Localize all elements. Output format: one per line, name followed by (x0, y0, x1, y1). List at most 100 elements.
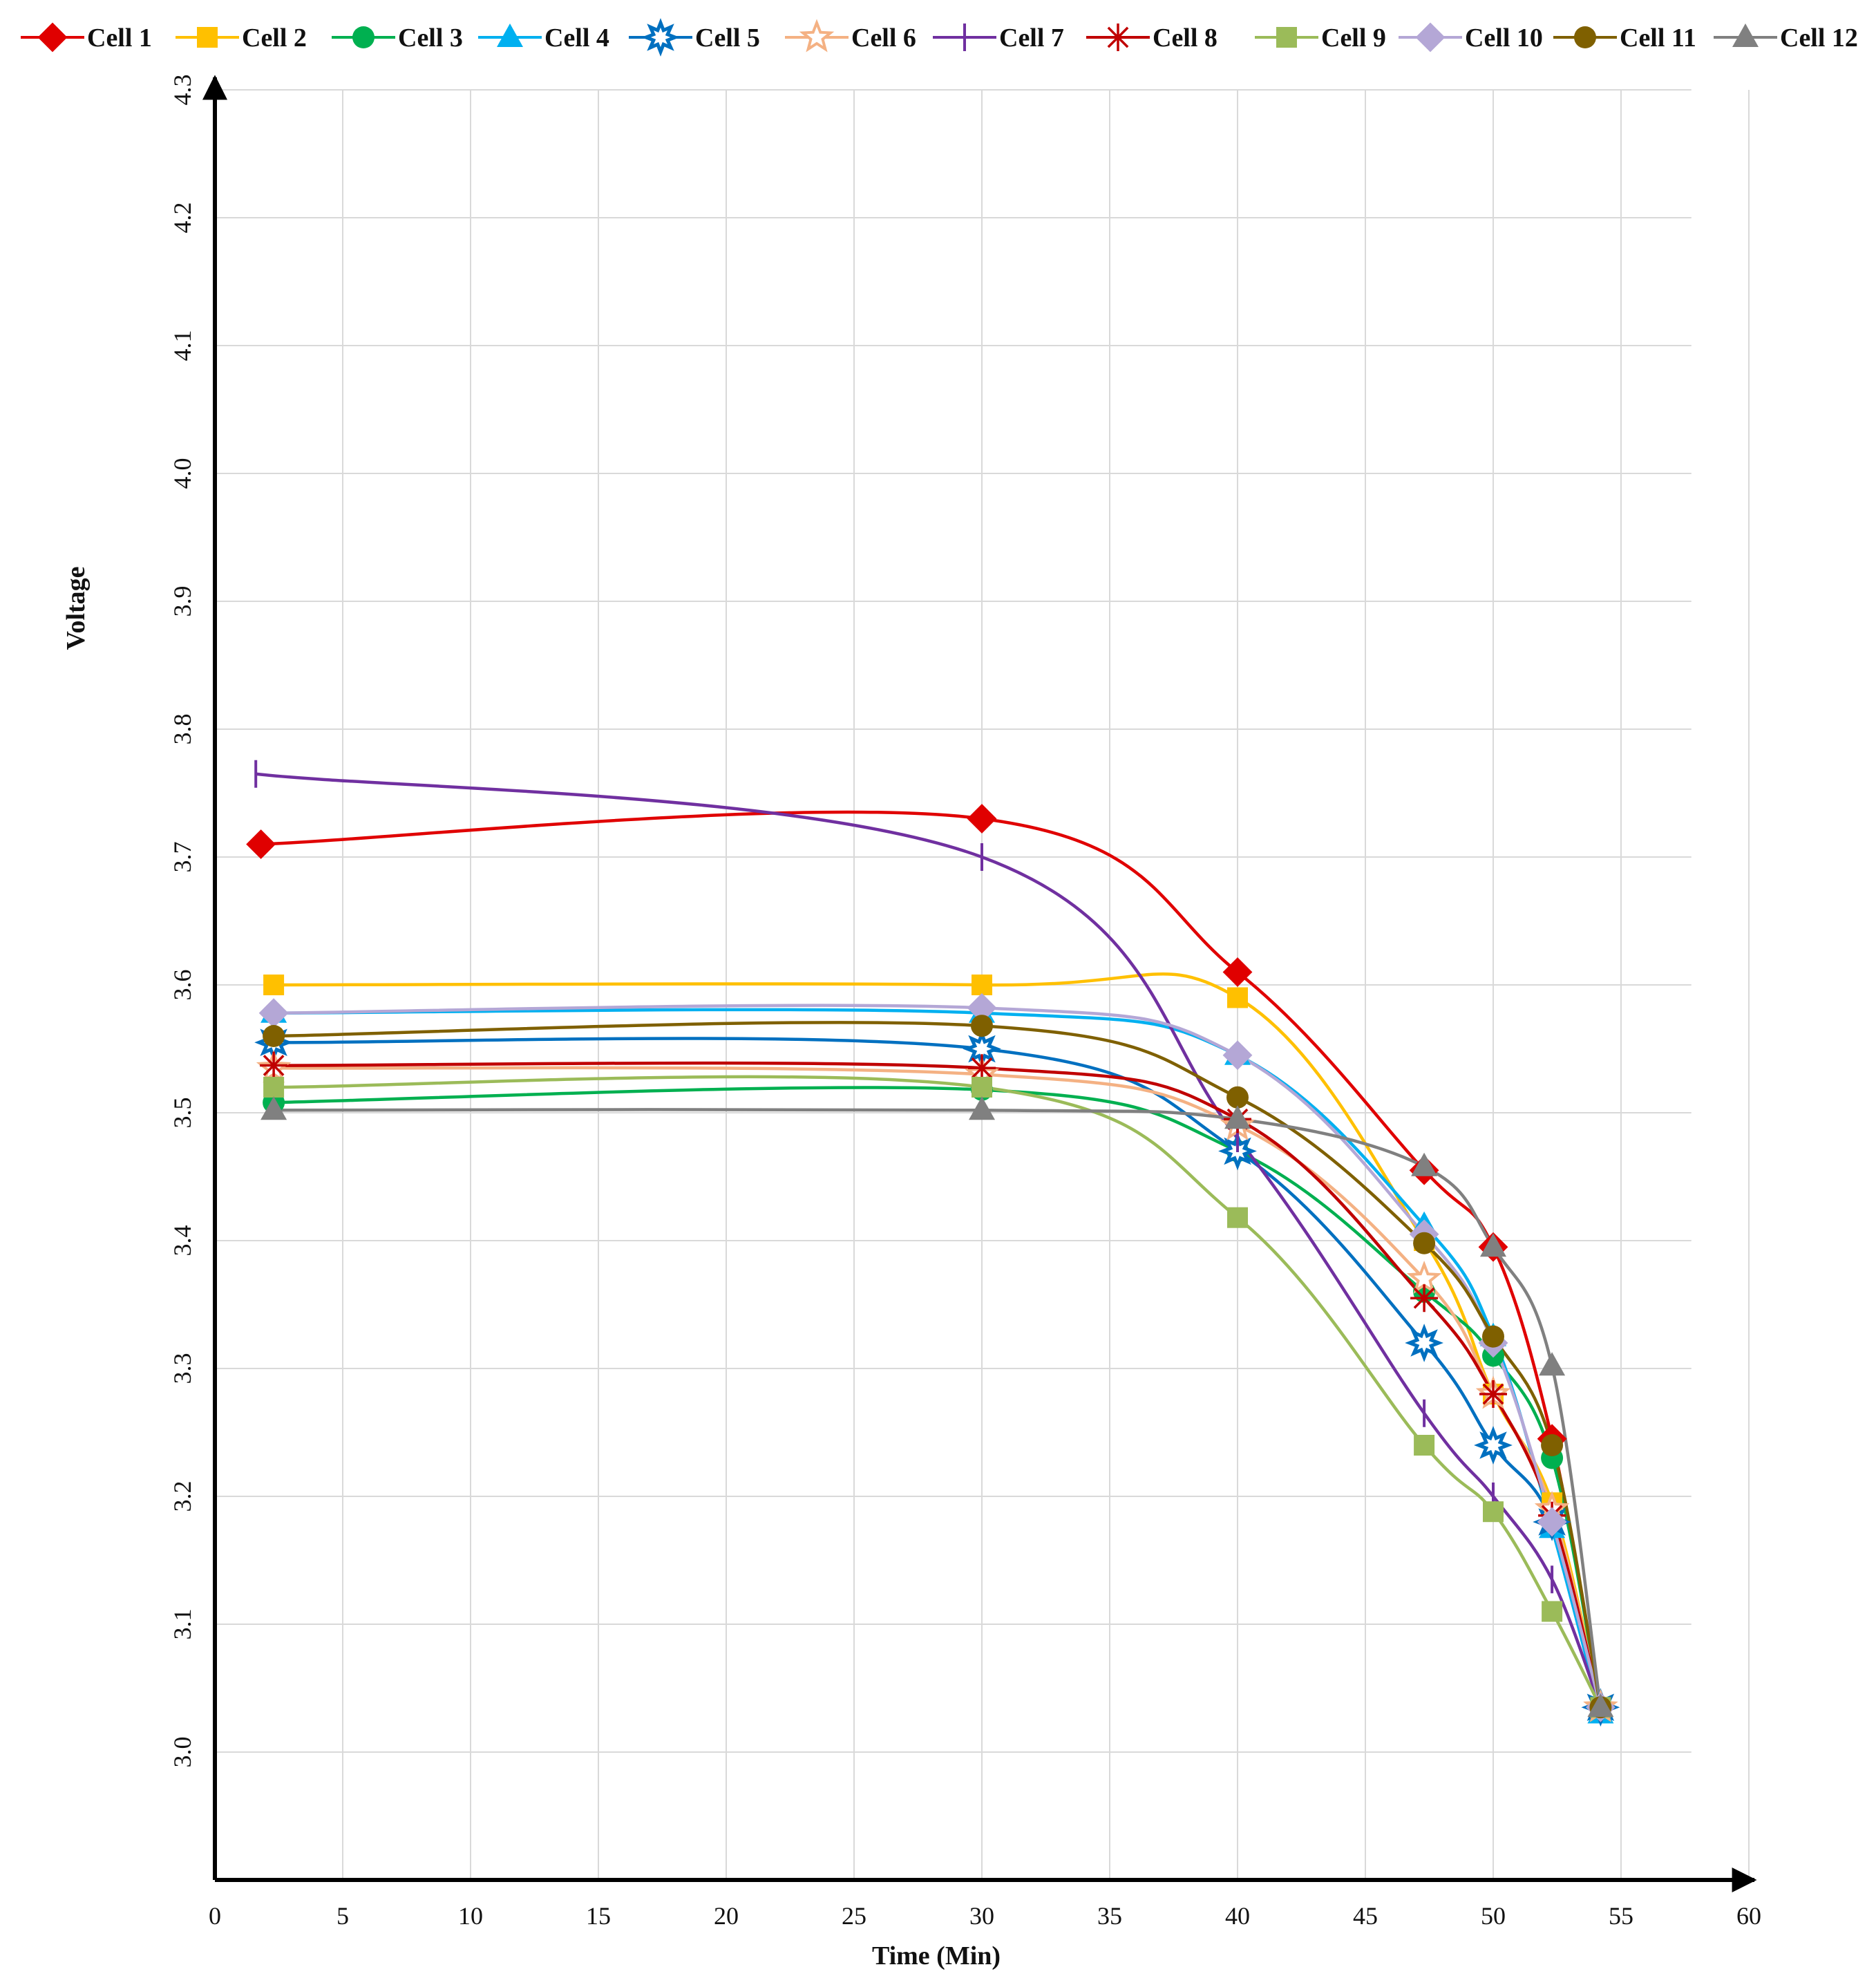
series-line-cell-8 (274, 1061, 1602, 1708)
series-line-cell-9 (274, 1075, 1602, 1709)
asterisk-stroke (1107, 26, 1129, 48)
y-tick-label: 4.0 (169, 458, 196, 489)
series-line-cell-5 (274, 1037, 1602, 1708)
legend: Cell 1 Cell 2 Cell 3 Cell 4 Cell 5 Cell 6 Cell… (21, 18, 1858, 57)
legend-item-cell-8: Cell 8 (1086, 23, 1217, 53)
legend-label: Cell 5 (695, 23, 760, 53)
data-point-marker (1276, 27, 1297, 48)
legend-item-cell-2: Cell 2 (176, 23, 307, 53)
legend-label: Cell 1 (87, 23, 152, 53)
legend-item-cell-3: Cell 3 (332, 23, 463, 53)
data-point-marker (263, 975, 285, 995)
x-tick-label: 50 (1481, 1902, 1506, 1930)
series-markers-cell-12 (260, 1096, 1614, 1718)
legend-item-cell-10: Cell 10 (1399, 22, 1543, 53)
series-line-cell-4 (274, 1008, 1602, 1715)
data-point-marker (1474, 1426, 1513, 1465)
x-tick-label: 5 (337, 1902, 349, 1930)
data-point-marker (967, 804, 997, 834)
series-line-cell-7 (255, 772, 1602, 1709)
series-line-cell-2 (274, 972, 1602, 1708)
legend-item-cell-9: Cell 9 (1255, 23, 1386, 53)
legend-label: Cell 4 (544, 23, 609, 53)
data-point-marker (1542, 1601, 1563, 1622)
data-point-marker (1414, 1435, 1435, 1456)
asterisk-stroke (1413, 1287, 1435, 1309)
data-point-marker (1541, 1434, 1564, 1456)
y-axis-title: Voltage (61, 566, 91, 650)
y-tick-label: 3.8 (169, 714, 196, 745)
legend-label: Cell 9 (1321, 23, 1386, 53)
series-line-cell-12 (274, 1108, 1602, 1708)
legend-label: Cell 2 (242, 23, 307, 53)
data-point-marker (1482, 1325, 1504, 1348)
y-tick-label: 3.5 (169, 1098, 196, 1129)
x-tick-label: 40 (1225, 1902, 1250, 1930)
x-tick-label: 35 (1097, 1902, 1122, 1930)
data-point-marker (972, 1077, 992, 1098)
y-tick-label: 3.3 (169, 1353, 196, 1384)
series-markers-cell-3 (263, 1078, 1612, 1719)
data-point-marker (197, 27, 218, 48)
legend-item-cell-12: Cell 12 (1714, 23, 1858, 53)
y-tick-label: 3.4 (169, 1225, 196, 1257)
series-markers-cell-2 (263, 975, 1611, 1718)
data-point-marker (1413, 1232, 1436, 1254)
series-markers-cell-9 (263, 1077, 1611, 1718)
data-point-marker (246, 829, 276, 859)
legend-label: Cell 6 (851, 23, 916, 53)
x-tick-label: 20 (714, 1902, 739, 1930)
series-markers-cell-11 (263, 1015, 1612, 1719)
data-point-marker (1410, 1284, 1439, 1313)
legend-label: Cell 3 (398, 23, 463, 53)
x-tick-label: 55 (1609, 1902, 1633, 1930)
data-point-marker (972, 975, 992, 995)
y-tick-label: 3.2 (169, 1481, 196, 1512)
y-tick-label: 4.3 (169, 75, 196, 106)
asterisk-stroke (971, 1057, 993, 1079)
x-tick-label: 25 (842, 1902, 866, 1930)
legend-item-cell-11: Cell 11 (1553, 23, 1696, 53)
series-line-cell-3 (274, 1086, 1602, 1708)
data-point-marker (1537, 1507, 1567, 1537)
legend-label: Cell 12 (1780, 23, 1858, 53)
data-point-marker (1222, 957, 1253, 987)
legend-label: Cell 8 (1153, 23, 1217, 53)
y-tick-label: 4.2 (169, 203, 196, 234)
data-point-marker (1415, 22, 1446, 53)
x-tick-label: 60 (1736, 1902, 1761, 1930)
data-point-marker (1479, 1380, 1507, 1408)
series-line-cell-1 (260, 810, 1602, 1708)
data-point-marker (641, 18, 680, 57)
x-tick-label: 0 (209, 1902, 221, 1930)
data-point-marker (1574, 26, 1596, 48)
series-line-cell-6 (274, 1066, 1602, 1708)
axes (202, 75, 1757, 1892)
x-tick-label: 30 (969, 1902, 994, 1930)
data-point-marker (352, 26, 375, 48)
series-markers-cell-8 (260, 1051, 1615, 1722)
series-markers (246, 760, 1620, 1727)
data-point-marker (37, 22, 68, 53)
x-tick-label: 15 (586, 1902, 611, 1930)
data-point-marker (1224, 1105, 1251, 1129)
asterisk-stroke (263, 1055, 285, 1076)
y-tick-label: 4.1 (169, 330, 196, 361)
data-point-marker (1483, 1501, 1504, 1523)
y-tick-label: 3.0 (169, 1737, 196, 1768)
x-tick-label: 10 (458, 1902, 483, 1930)
x-tick-label: 45 (1353, 1902, 1378, 1930)
data-point-marker (260, 1051, 288, 1080)
legend-item-cell-6: Cell 6 (785, 19, 916, 53)
data-point-marker (1405, 1324, 1444, 1362)
tick-labels: 0 5 10 15 20 25 30 35 40 45 50 55 60 3.0 3.1 3.2 3.3 3.4 3… (169, 75, 1761, 1930)
data-point-marker (1104, 23, 1132, 51)
data-point-marker (1539, 1352, 1566, 1376)
y-tick-label: 3.6 (169, 970, 196, 1001)
data-point-marker (1226, 1086, 1249, 1109)
y-tick-label: 3.7 (169, 842, 196, 873)
data-point-marker (1732, 23, 1759, 47)
data-point-marker (1227, 987, 1248, 1008)
data-point-marker (497, 23, 523, 47)
